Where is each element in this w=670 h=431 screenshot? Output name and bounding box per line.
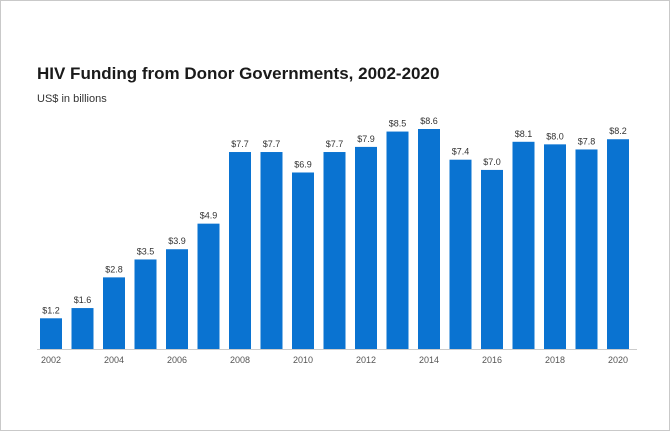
bar-2009 <box>260 152 283 349</box>
bar-2020 <box>607 139 629 349</box>
data-label-2008: $7.7 <box>231 139 249 149</box>
data-label-2011: $7.7 <box>326 139 344 149</box>
x-tick-label-2008: 2008 <box>230 355 250 365</box>
bar-2006 <box>166 249 188 349</box>
bar-2015 <box>449 159 472 349</box>
data-label-2016: $7.0 <box>483 157 501 167</box>
data-label-2020: $8.2 <box>609 126 627 136</box>
bar-2018 <box>544 144 566 349</box>
bar-2014 <box>418 129 440 349</box>
bar-2005 <box>134 259 157 349</box>
x-tick-label-2018: 2018 <box>545 355 565 365</box>
data-label-2006: $3.9 <box>168 236 186 246</box>
data-label-2019: $7.8 <box>578 136 596 146</box>
x-tick-label-2012: 2012 <box>356 355 376 365</box>
data-label-2018: $8.0 <box>546 131 564 141</box>
data-label-2013: $8.5 <box>389 119 407 129</box>
bar-2007 <box>197 223 220 349</box>
data-label-2002: $1.2 <box>42 305 60 315</box>
bar-2011 <box>323 152 346 349</box>
x-tick-label-2016: 2016 <box>482 355 502 365</box>
data-label-2004: $2.8 <box>105 264 123 274</box>
bar-2013 <box>386 131 409 349</box>
data-label-2017: $8.1 <box>515 129 533 139</box>
bar-2003 <box>71 308 94 349</box>
data-label-2014: $8.6 <box>420 116 438 126</box>
chart-subtitle: US$ in billions <box>37 93 107 105</box>
bar-2004 <box>103 277 125 349</box>
x-tick-label-2004: 2004 <box>104 355 124 365</box>
bar-2017 <box>512 141 535 349</box>
data-label-2009: $7.7 <box>263 139 281 149</box>
x-tick-label-2010: 2010 <box>293 355 313 365</box>
data-label-2015: $7.4 <box>452 147 470 157</box>
data-label-2003: $1.6 <box>74 295 92 305</box>
bar-2008 <box>229 152 251 349</box>
bar-2019 <box>575 149 598 349</box>
chart-title: HIV Funding from Donor Governments, 2002… <box>37 64 440 83</box>
bar-2010 <box>292 172 314 349</box>
data-label-2007: $4.9 <box>200 211 218 221</box>
data-label-2005: $3.5 <box>137 246 155 256</box>
x-tick-label-2006: 2006 <box>167 355 187 365</box>
bar-2012 <box>355 146 377 349</box>
bar-2002 <box>40 318 62 349</box>
data-label-2010: $6.9 <box>294 159 312 169</box>
x-tick-label-2014: 2014 <box>419 355 439 365</box>
x-tick-label-2020: 2020 <box>608 355 628 365</box>
bar-2016 <box>481 169 503 349</box>
x-tick-label-2002: 2002 <box>41 355 61 365</box>
data-label-2012: $7.9 <box>357 134 375 144</box>
